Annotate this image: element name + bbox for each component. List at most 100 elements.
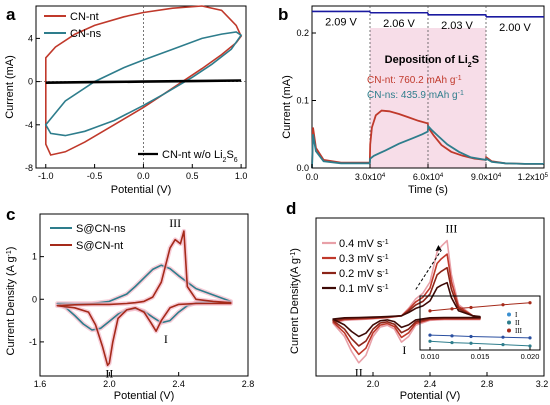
d-inset-legend-marker <box>507 312 511 317</box>
d-series-line <box>332 281 481 338</box>
d-inset-xtick-label: 0.015 <box>471 352 490 361</box>
c-xtick-label: 2.0 <box>103 379 116 389</box>
b-annotation: Deposition of Li2S <box>385 54 479 69</box>
d-inset-point <box>501 343 505 347</box>
panel-letter-d: d <box>286 199 296 218</box>
a-ylabel: Current (mA) <box>4 55 16 119</box>
d-inset-point <box>450 307 454 311</box>
d-ylabel: Current Density(A g-1) <box>289 248 301 354</box>
a-series-line <box>44 31 243 137</box>
c-series-line <box>56 230 232 367</box>
panel-a: -1.0 -0.5 0.0 0.5 1.0 -8 -4 0 4 Potential (V) Curr… <box>4 5 248 196</box>
d-inset-legend-label: II <box>515 319 520 327</box>
d-inset-point <box>469 341 473 345</box>
b-voltage-label: 2.06 V <box>383 18 415 30</box>
c-ytick-label: 1 <box>32 252 37 262</box>
d-xtick-label: 2.0 <box>367 379 380 389</box>
d-inset-point <box>528 336 532 340</box>
d-inset-point <box>469 334 473 339</box>
c-legend-label: S@CN-nt <box>76 240 123 252</box>
d-inset-line <box>429 302 531 312</box>
d-legend-label: 0.2 mV s-1 <box>339 268 389 280</box>
a-xtick-label: 1.0 <box>235 171 248 181</box>
d-trend-arrow <box>415 249 442 290</box>
d-inset-xtick-label: 0.010 <box>421 352 440 361</box>
b-ytick-label: 0.2 <box>296 28 309 38</box>
b-voltage-label: 2.00 V <box>499 22 531 34</box>
panel-c: 1.6 2.0 2.4 2.8 -1 0 1 Potential (V) Current Den… <box>5 213 255 402</box>
a-xtick-label: -0.5 <box>87 171 103 181</box>
c-ytick-label: 0 <box>32 294 37 304</box>
c-xtick-label: 2.4 <box>172 379 185 389</box>
d-legend-label: 0.3 mV s-1 <box>339 253 389 265</box>
d-inset-point <box>501 303 505 307</box>
d-inset-line <box>429 334 531 339</box>
b-xtick-label: 9.0x104 <box>471 172 502 182</box>
d-peak-label: II <box>355 366 363 380</box>
c-plot-frame <box>39 213 249 377</box>
panel-b: 2.09 V 2.06 V 2.03 V 2.00 V Deposition of Li… <box>281 5 549 196</box>
d-inset-point <box>450 334 454 338</box>
a-xtick-label: 0.0 <box>137 171 150 181</box>
b-ytick-label: 0.0 <box>296 163 309 173</box>
d-inset-point <box>428 309 432 313</box>
d-xtick-label: 2.8 <box>481 379 494 389</box>
a-xtick-label: 0.5 <box>186 171 199 181</box>
a-xlabel: Potential (V) <box>111 184 172 196</box>
a-ytick-label: -4 <box>25 120 33 130</box>
d-inset-point <box>501 335 505 339</box>
c-peak-label: I <box>164 332 168 346</box>
d-inset-legend-marker <box>507 320 511 325</box>
a-plot-frame <box>35 5 247 169</box>
c-ytick-label: -1 <box>29 337 37 347</box>
b-xtick-label: 0.0 <box>306 172 319 182</box>
d-xtick-label: 3.2 <box>536 379 549 389</box>
d-peak-label: III <box>445 222 457 236</box>
d-inset-point <box>528 344 532 348</box>
b-voltage-label: 2.03 V <box>441 20 473 32</box>
c-series-halo <box>55 262 233 333</box>
panel-letter-b: b <box>278 5 288 24</box>
b-xtick-label: 6.0x104 <box>413 172 444 182</box>
b-xlabel: Time (s) <box>408 184 448 196</box>
panel-letter-a: a <box>6 5 16 24</box>
c-xtick-label: 2.8 <box>242 379 255 389</box>
b-xtick-label: 1.2x105 <box>518 172 549 182</box>
c-ylabel: Current Density (A g-1) <box>5 247 17 356</box>
d-xlabel: Potential (V) <box>400 390 461 402</box>
b-capacity-label: CN-nt: 760.2 mAh g-1 <box>367 75 462 87</box>
d-inset-legend-marker <box>507 328 511 333</box>
a-xtick-label: -1.0 <box>38 171 54 181</box>
a-ytick-label: -8 <box>25 163 33 173</box>
d-inset-point <box>428 339 432 343</box>
b-xtick-label: 3.0x104 <box>355 172 386 182</box>
d-inset-legend-label: I <box>515 311 518 319</box>
d-inset-xtick-label: 0.020 <box>521 352 540 361</box>
c-peak-label: II <box>105 366 113 380</box>
b-ytick-label: 0.1 <box>296 96 309 106</box>
a-series-line <box>45 79 242 84</box>
d-inset-legend-label: III <box>515 327 523 335</box>
b-series-line <box>311 124 544 169</box>
a-ytick-label: 0 <box>28 77 33 87</box>
d-legend-label: 0.4 mV s-1 <box>339 238 389 250</box>
panel-letter-c: c <box>6 205 15 224</box>
d-xtick-label: 2.4 <box>424 379 437 389</box>
a-legend-label: CN-nt <box>70 11 99 23</box>
d-inset-line <box>429 340 531 347</box>
c-xtick-label: 1.6 <box>34 379 47 389</box>
d-inset-point <box>450 340 454 345</box>
d-peak-label: I <box>402 343 406 357</box>
b-capacity-label: CN-ns: 435.9 mAh g-1 <box>367 90 464 102</box>
d-trend-arrowhead <box>435 244 442 251</box>
d-inset-point <box>469 305 473 310</box>
a-legend-label: CN-nt w/o Li2S6 <box>162 149 238 164</box>
c-peak-label: III <box>169 216 181 230</box>
b-voltage-label: 2.09 V <box>325 16 357 28</box>
d-inset-point <box>528 301 532 305</box>
d-legend-label: 0.1 mV s-1 <box>339 283 389 295</box>
d-inset-point <box>428 333 432 337</box>
c-xlabel: Potential (V) <box>114 390 175 402</box>
b-ylabel: Current (mA) <box>281 75 293 139</box>
